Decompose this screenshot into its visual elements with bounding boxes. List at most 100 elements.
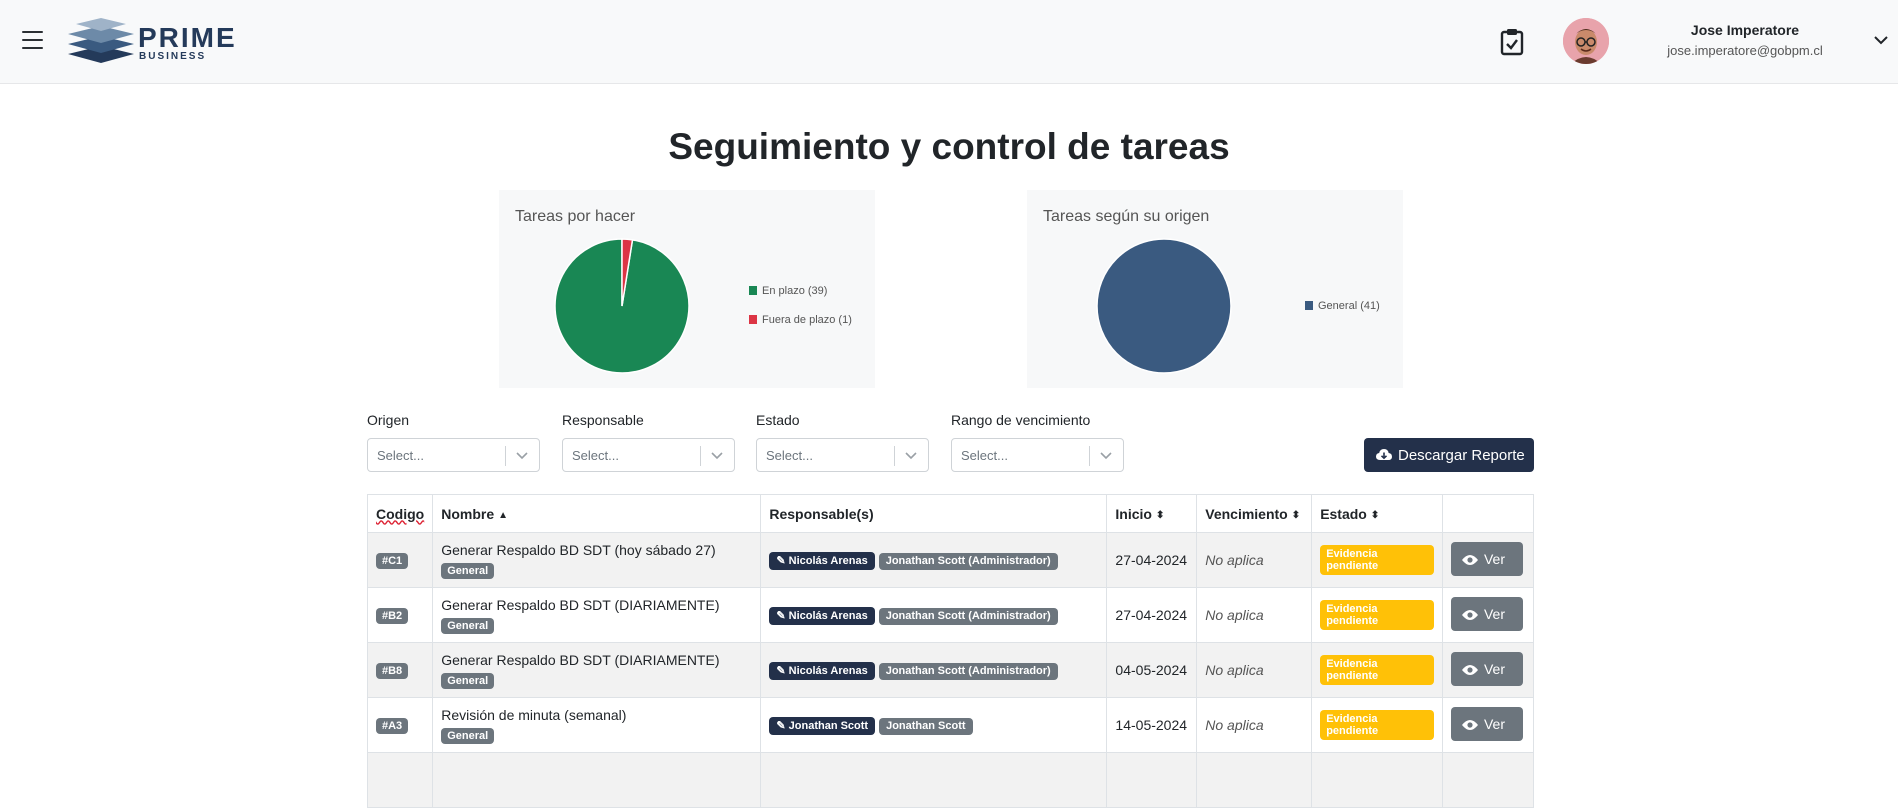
col-header-codigo: Codigo bbox=[366, 494, 434, 533]
cell-nombre: Generar Respaldo BD SDT (DIARIAMENTE) Gen… bbox=[432, 642, 762, 698]
col-header-label: Codigo bbox=[376, 505, 425, 522]
chart-tareas-por-hacer: Tareas por hacer En plazo (39) Fuera de p… bbox=[499, 190, 875, 388]
cell-vencimiento: No aplica bbox=[1196, 642, 1313, 698]
chevron-down-icon[interactable] bbox=[514, 447, 530, 463]
status-badge: Evidencia pendiente bbox=[1320, 710, 1434, 740]
ver-button[interactable]: Ver bbox=[1450, 541, 1523, 576]
chart-title: Tareas según su origen bbox=[1043, 208, 1210, 225]
menu-icon[interactable] bbox=[22, 31, 43, 49]
logo-mark-icon bbox=[68, 18, 134, 63]
select-separator bbox=[1089, 446, 1090, 466]
task-name: Generar Respaldo BD SDT (DIARIAMENTE) bbox=[441, 596, 720, 613]
cell-nombre: Generar Respaldo BD SDT (DIARIAMENTE) Gen… bbox=[432, 587, 762, 643]
cell-inicio: 27-04-2024 bbox=[1106, 532, 1198, 588]
avatar[interactable] bbox=[1563, 18, 1609, 64]
cell-codigo: #B8 bbox=[366, 642, 434, 698]
cell-actions: Ver bbox=[1441, 697, 1535, 753]
logo-word: PRIME bbox=[138, 22, 237, 53]
responsable-secondary-badge: Jonathan Scott (Administrador) bbox=[878, 607, 1058, 625]
code-badge: #B2 bbox=[376, 608, 409, 624]
responsable-primary-badge[interactable]: ✎ Nicolás Arenas bbox=[769, 551, 875, 570]
cell-vencimiento: No aplica bbox=[1196, 697, 1313, 753]
sort-icon[interactable]: ⬍ bbox=[1370, 509, 1380, 521]
col-header-vencimiento[interactable]: Vencimiento ⬍ bbox=[1196, 494, 1313, 533]
responsable-primary-badge[interactable]: ✎ Jonathan Scott bbox=[769, 716, 876, 735]
task-name: Generar Respaldo BD SDT (DIARIAMENTE) bbox=[441, 651, 720, 668]
eye-icon bbox=[1461, 663, 1478, 675]
ver-label: Ver bbox=[1483, 715, 1505, 732]
table-header-row: Codigo Nombre ▲ Responsable(s) Inicio ⬍ Ve… bbox=[366, 494, 1535, 533]
cell-estado: Evidencia pendiente bbox=[1311, 532, 1443, 588]
legend-label: Fuera de plazo (1) bbox=[762, 314, 852, 326]
col-header-inicio[interactable]: Inicio ⬍ bbox=[1106, 494, 1198, 533]
estado-select[interactable]: Select... bbox=[756, 438, 929, 472]
pie-slice[interactable] bbox=[621, 238, 634, 307]
status-badge: Evidencia pendiente bbox=[1320, 655, 1434, 685]
logo[interactable]: PRIME BUSINESS bbox=[66, 18, 246, 64]
cell-codigo bbox=[366, 752, 434, 808]
filter-label-origen: Origen bbox=[367, 412, 410, 428]
pie-slice[interactable] bbox=[1096, 238, 1232, 374]
cell-estado bbox=[1311, 752, 1443, 808]
responsable-name: Nicolás Arenas bbox=[788, 609, 868, 622]
chevron-down-icon[interactable] bbox=[903, 447, 919, 463]
ver-button[interactable]: Ver bbox=[1450, 596, 1523, 631]
edit-icon: ✎ bbox=[776, 719, 789, 732]
cell-vencimiento: No aplica bbox=[1196, 587, 1313, 643]
cloud-download-icon bbox=[1376, 448, 1392, 462]
cell-responsables: ✎ Nicolás Arenas Jonathan Scott (Administ… bbox=[760, 587, 1108, 643]
edit-icon: ✎ bbox=[776, 609, 789, 622]
chevron-down-icon[interactable] bbox=[709, 447, 725, 463]
chart-title: Tareas por hacer bbox=[515, 208, 636, 225]
status-badge: Evidencia pendiente bbox=[1320, 545, 1434, 575]
cell-vencimiento bbox=[1196, 752, 1313, 808]
col-header-estado[interactable]: Estado ⬍ bbox=[1311, 494, 1443, 533]
filter-label-estado: Estado bbox=[756, 412, 800, 428]
responsable-select[interactable]: Select... bbox=[562, 438, 735, 472]
eye-icon bbox=[1461, 608, 1478, 620]
origin-tag: General bbox=[441, 727, 495, 744]
edit-icon: ✎ bbox=[776, 554, 789, 567]
ver-button[interactable]: Ver bbox=[1450, 706, 1523, 741]
legend-swatch bbox=[1305, 301, 1313, 310]
code-badge: #A3 bbox=[376, 718, 409, 734]
cell-inicio: 27-04-2024 bbox=[1106, 587, 1198, 643]
chevron-down-icon[interactable] bbox=[1098, 447, 1114, 463]
legend-swatch bbox=[749, 286, 757, 295]
filter-label-rango: Rango de vencimiento bbox=[951, 412, 1091, 428]
responsable-primary-badge[interactable]: ✎ Nicolás Arenas bbox=[769, 606, 875, 625]
ver-button[interactable]: Ver bbox=[1450, 651, 1523, 686]
sort-icon[interactable]: ⬍ bbox=[1155, 509, 1165, 521]
sort-icon[interactable]: ▲ bbox=[498, 509, 509, 521]
download-report-button[interactable]: Descargar Reporte bbox=[1364, 438, 1534, 472]
select-separator bbox=[700, 446, 701, 466]
download-label: Descargar Reporte bbox=[1398, 447, 1525, 464]
responsable-secondary-badge: Jonathan Scott (Administrador) bbox=[878, 662, 1058, 680]
cell-estado: Evidencia pendiente bbox=[1311, 697, 1443, 753]
table-row: #C1 Generar Respaldo BD SDT (hoy sábado … bbox=[366, 532, 1535, 588]
clipboard-check-icon[interactable] bbox=[1500, 28, 1524, 56]
rango-vencimiento-select[interactable]: Select... bbox=[951, 438, 1124, 472]
ver-label: Ver bbox=[1483, 660, 1505, 677]
ver-label: Ver bbox=[1483, 605, 1505, 622]
responsable-primary-badge[interactable]: ✎ Nicolás Arenas bbox=[769, 661, 875, 680]
col-header-label: Nombre bbox=[441, 505, 495, 522]
ver-label: Ver bbox=[1483, 550, 1505, 567]
table-row bbox=[366, 752, 1535, 808]
legend-label: En plazo (39) bbox=[762, 285, 827, 297]
select-separator bbox=[505, 446, 506, 466]
chevron-down-icon[interactable] bbox=[1873, 32, 1889, 48]
select-placeholder: Select... bbox=[572, 448, 619, 463]
task-name: Generar Respaldo BD SDT (hoy sábado 27) bbox=[441, 541, 716, 558]
status-badge: Evidencia pendiente bbox=[1320, 600, 1434, 630]
eye-icon bbox=[1461, 553, 1478, 565]
cell-actions bbox=[1441, 752, 1535, 808]
select-placeholder: Select... bbox=[961, 448, 1008, 463]
origen-select[interactable]: Select... bbox=[367, 438, 540, 472]
sort-icon[interactable]: ⬍ bbox=[1291, 509, 1301, 521]
col-header-nombre[interactable]: Nombre ▲ bbox=[432, 494, 762, 533]
user-email: jose.imperatore@gobpm.cl bbox=[1667, 43, 1823, 58]
cell-vencimiento: No aplica bbox=[1196, 532, 1313, 588]
cell-nombre: Revisión de minuta (semanal) General bbox=[432, 697, 762, 753]
tasks-table: Codigo Nombre ▲ Responsable(s) Inicio ⬍ Ve… bbox=[366, 494, 1535, 808]
